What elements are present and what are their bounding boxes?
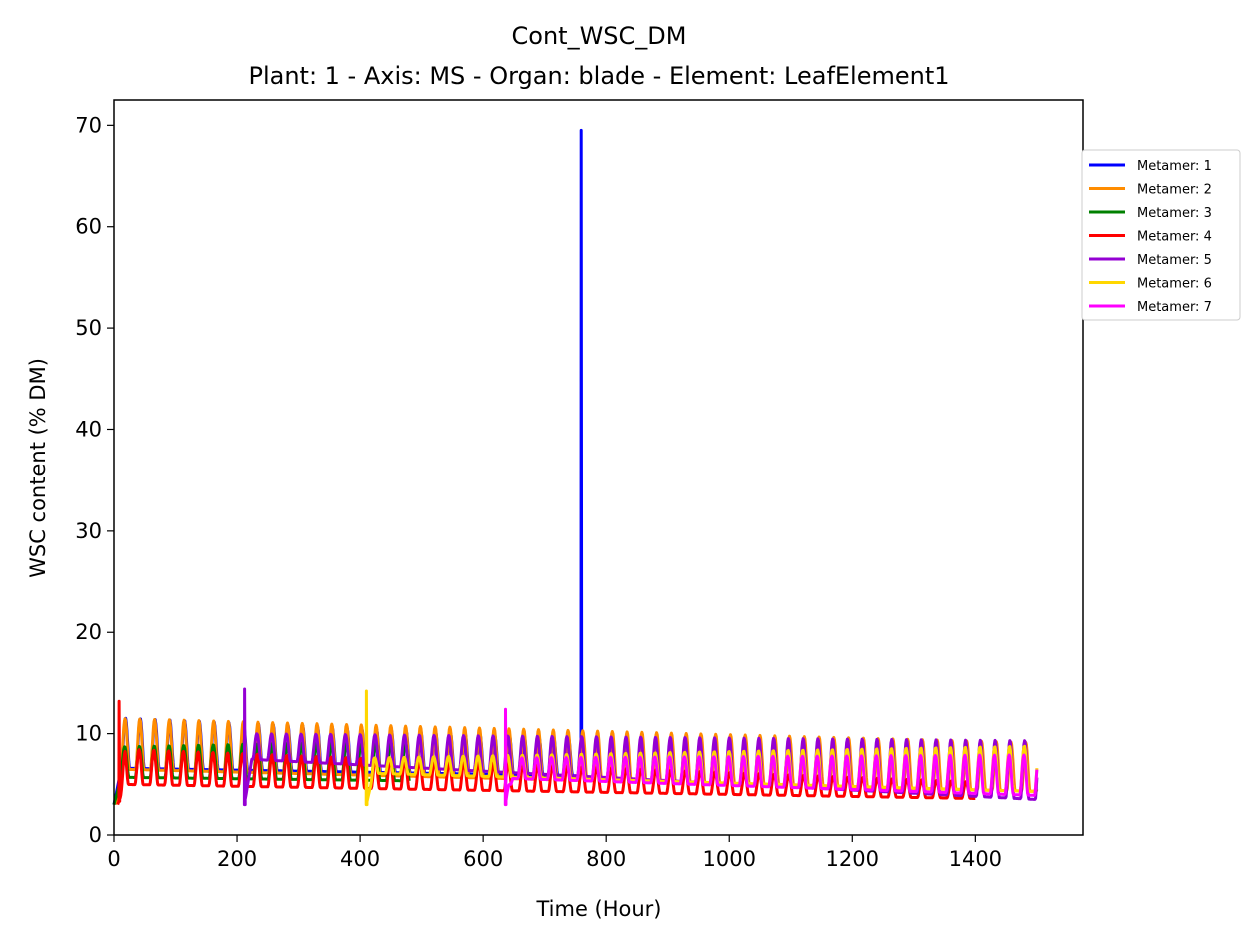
y-tick-label: 60	[75, 215, 102, 239]
legend-label: Metamer: 7	[1137, 300, 1212, 315]
legend-label: Metamer: 2	[1137, 183, 1212, 198]
chart-subtitle: Plant: 1 - Axis: MS - Organ: blade - Ele…	[248, 62, 949, 90]
y-tick-label: 10	[75, 722, 102, 746]
legend-label: Metamer: 5	[1137, 253, 1212, 268]
y-tick-label: 0	[89, 823, 102, 847]
legend-label: Metamer: 6	[1137, 277, 1212, 292]
y-tick-label: 30	[75, 519, 102, 543]
y-tick-label: 40	[75, 417, 102, 441]
plot-lines	[112, 128, 1039, 807]
x-axis-label: Time (Hour)	[535, 897, 661, 921]
x-tick-label: 800	[586, 847, 626, 871]
x-tick-label: 0	[107, 847, 120, 871]
series-line-4	[116, 699, 977, 806]
x-tick-label: 200	[217, 847, 257, 871]
y-axis-label: WSC content (% DM)	[26, 358, 50, 578]
chart-title: Cont_WSC_DM	[512, 22, 687, 50]
legend-label: Metamer: 1	[1137, 159, 1212, 174]
plot-frame	[113, 99, 1084, 836]
y-tick-label: 20	[75, 620, 102, 644]
x-tick-label: 400	[340, 847, 380, 871]
y-axis-ticks: 0 10 20 30 40 50 60 70	[75, 113, 114, 847]
series-line-7	[503, 707, 1039, 807]
legend-label: Metamer: 3	[1137, 206, 1212, 221]
x-tick-label: 1400	[949, 847, 1002, 871]
x-tick-label: 600	[463, 847, 503, 871]
y-tick-label: 70	[75, 113, 102, 137]
legend-frame	[1081, 149, 1241, 321]
legend: Metamer: 1 Metamer: 2 Metamer: 3 Metamer: 4…	[1081, 149, 1241, 321]
series-line-1	[112, 128, 584, 805]
legend-label: Metamer: 4	[1137, 230, 1212, 245]
x-tick-label: 1200	[826, 847, 879, 871]
y-tick-label: 50	[75, 316, 102, 340]
x-tick-label: 1000	[703, 847, 756, 871]
x-axis-ticks: 0 200 400 600 800 1000 1200 1400	[107, 835, 1002, 871]
